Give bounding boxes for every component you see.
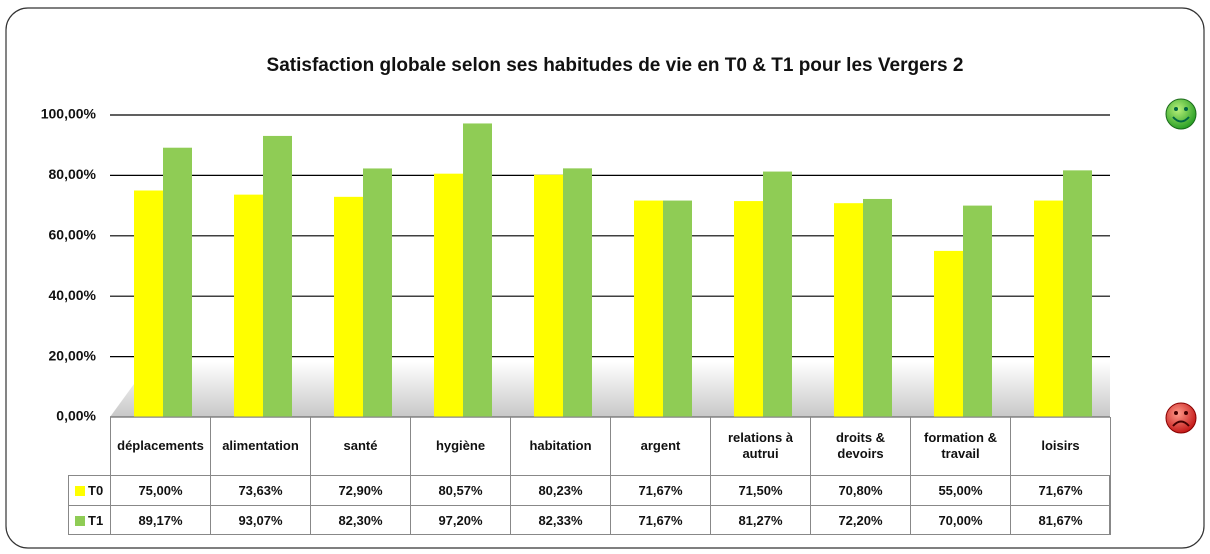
table-value: 71,67% bbox=[610, 475, 710, 505]
legend-entry: T1 bbox=[68, 505, 110, 535]
legend-label: T0 bbox=[88, 482, 104, 498]
y-tick-label: 100,00% bbox=[41, 106, 97, 122]
bar bbox=[763, 171, 792, 417]
bar bbox=[863, 198, 892, 417]
legend-label: T1 bbox=[88, 512, 104, 528]
table-value: 71,67% bbox=[610, 505, 710, 535]
y-tick-label: 40,00% bbox=[49, 287, 97, 303]
smiley-happy bbox=[1165, 98, 1197, 130]
bar bbox=[563, 168, 592, 417]
category-label: hygiène bbox=[410, 417, 510, 475]
bar bbox=[263, 135, 292, 418]
bar bbox=[534, 174, 563, 417]
table-value: 82,33% bbox=[510, 505, 610, 535]
bar bbox=[234, 194, 263, 417]
bar bbox=[834, 203, 863, 417]
bar bbox=[163, 147, 192, 417]
category-label: formation & travail bbox=[910, 417, 1010, 475]
table-value: 55,00% bbox=[910, 475, 1010, 505]
category-label: habitation bbox=[510, 417, 610, 475]
table-value: 73,63% bbox=[210, 475, 310, 505]
bar bbox=[134, 190, 163, 417]
bar bbox=[663, 200, 692, 417]
table-value: 81,27% bbox=[710, 505, 810, 535]
table-border bbox=[1110, 417, 1111, 535]
table-value: 93,07% bbox=[210, 505, 310, 535]
table-value: 89,17% bbox=[110, 505, 210, 535]
table-value: 70,80% bbox=[810, 475, 910, 505]
table-value: 71,67% bbox=[1010, 475, 1110, 505]
bar bbox=[1063, 170, 1092, 417]
category-label: argent bbox=[610, 417, 710, 475]
chart-title: Satisfaction globale selon ses habitudes… bbox=[267, 55, 964, 76]
bar bbox=[463, 123, 492, 418]
category-label: déplacements bbox=[110, 417, 210, 475]
bar bbox=[634, 200, 663, 417]
bar bbox=[334, 196, 363, 417]
table-value: 75,00% bbox=[110, 475, 210, 505]
y-tick-label: 60,00% bbox=[49, 227, 97, 243]
table-value: 80,57% bbox=[410, 475, 510, 505]
y-tick-label: 20,00% bbox=[49, 347, 97, 363]
legend-entry: T0 bbox=[68, 475, 110, 505]
legend-swatch bbox=[75, 485, 85, 496]
table-value: 97,20% bbox=[410, 505, 510, 535]
table-value: 82,30% bbox=[310, 505, 410, 535]
bar bbox=[963, 205, 992, 417]
smiley-sad bbox=[1165, 402, 1197, 434]
bar bbox=[1034, 200, 1063, 417]
bar bbox=[734, 201, 763, 417]
category-label: loisirs bbox=[1010, 417, 1110, 475]
category-label: santé bbox=[310, 417, 410, 475]
table-value: 80,23% bbox=[510, 475, 610, 505]
table-value: 72,90% bbox=[310, 475, 410, 505]
table-value: 71,50% bbox=[710, 475, 810, 505]
bar bbox=[363, 168, 392, 417]
table-value: 70,00% bbox=[910, 505, 1010, 535]
bar bbox=[934, 250, 963, 417]
legend-swatch bbox=[75, 515, 85, 526]
table-value: 81,67% bbox=[1010, 505, 1110, 535]
category-label: relations à autrui bbox=[710, 417, 810, 475]
y-tick-label: 0,00% bbox=[56, 408, 96, 424]
y-tick-label: 80,00% bbox=[49, 166, 97, 182]
category-label: droits & devoirs bbox=[810, 417, 910, 475]
bar bbox=[434, 173, 463, 417]
table-border bbox=[68, 475, 1110, 535]
category-label: alimentation bbox=[210, 417, 310, 475]
table-value: 72,20% bbox=[810, 505, 910, 535]
